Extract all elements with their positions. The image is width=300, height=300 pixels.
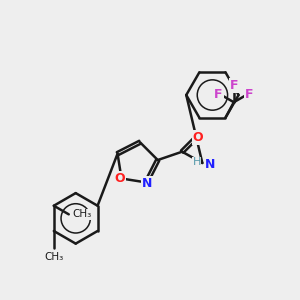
Text: N: N [205,158,215,171]
Text: H: H [193,157,201,167]
Text: CH₃: CH₃ [44,252,63,262]
Text: CH₃: CH₃ [72,209,92,219]
Text: N: N [142,177,152,190]
Text: O: O [193,131,203,144]
Text: F: F [214,88,223,101]
Text: O: O [114,172,125,185]
Text: F: F [230,80,238,92]
Text: F: F [245,88,253,101]
